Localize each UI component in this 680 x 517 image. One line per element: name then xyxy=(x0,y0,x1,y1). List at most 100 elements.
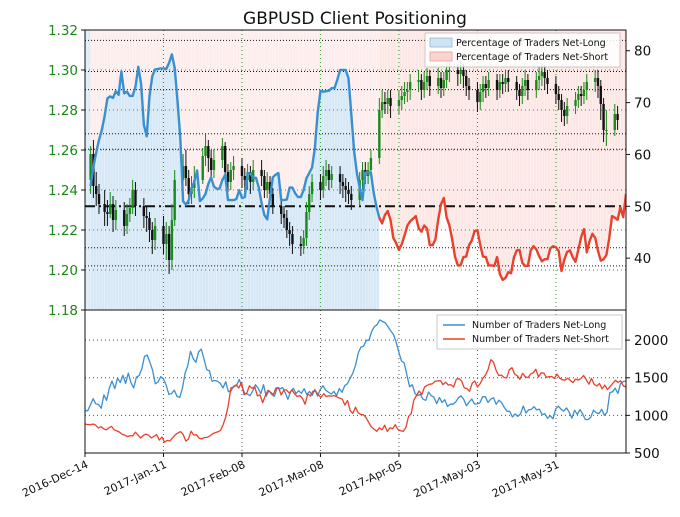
price-candle-body xyxy=(386,98,389,104)
price-candle-body xyxy=(268,182,272,194)
price-candle-body xyxy=(495,80,499,90)
price-candle-body xyxy=(226,172,230,182)
price-candle-body xyxy=(260,170,263,176)
price-candle-body xyxy=(324,170,328,176)
price-candle-body xyxy=(456,70,460,74)
price-candle-body xyxy=(574,100,577,106)
price-candle-body xyxy=(221,146,224,160)
price-candle-body xyxy=(599,86,602,104)
trader-count-lines xyxy=(85,319,626,443)
net-long-count-line xyxy=(85,319,626,421)
legend-label-net-long-count: Number of Traders Net-Long xyxy=(472,320,606,331)
price-candle-body xyxy=(442,80,445,88)
price-candle-body xyxy=(501,82,504,84)
price-candle-body xyxy=(344,186,347,190)
price-candle-body xyxy=(577,94,580,100)
price-candle-body xyxy=(476,90,479,102)
bottom-legend: Number of Traders Net-Long Number of Tra… xyxy=(436,314,623,350)
net-short-area-early xyxy=(90,30,380,220)
price-candle-body xyxy=(249,172,252,182)
price-candle-body xyxy=(546,78,549,84)
price-candle-body xyxy=(408,82,412,90)
price-candle-body xyxy=(487,80,490,88)
price-candle-body xyxy=(481,84,485,92)
net-short-count-line xyxy=(85,359,626,443)
price-candle-body xyxy=(330,174,333,180)
price-tick-label: 1.30 xyxy=(48,63,78,79)
price-candle-body xyxy=(400,96,403,100)
net-short-percentage-line xyxy=(378,193,626,282)
price-candle-body xyxy=(106,212,109,214)
percent-tick-label: 40 xyxy=(634,251,651,267)
price-candle-body xyxy=(498,82,502,90)
price-candle-body xyxy=(445,70,448,80)
price-candle-body xyxy=(515,82,518,90)
price-candle-body xyxy=(299,244,303,246)
price-candle-body xyxy=(616,114,619,120)
price-candle-body xyxy=(484,84,488,88)
legend-label-net-long-pct: Percentage of Traders Net-Long xyxy=(456,38,606,49)
price-candle-body xyxy=(142,206,146,216)
price-candle-body xyxy=(109,204,112,214)
price-candle-body xyxy=(338,174,342,182)
price-candle-body xyxy=(266,182,269,190)
price-candle-body xyxy=(123,210,126,226)
price-candle-body xyxy=(97,194,101,204)
price-candle-body xyxy=(212,160,216,170)
price-candle-body xyxy=(462,70,465,76)
count-tick-label: 1500 xyxy=(634,371,668,387)
price-candle-body xyxy=(103,204,106,212)
price-candle-body xyxy=(308,194,311,212)
price-candle-body xyxy=(151,230,154,240)
net-long-area xyxy=(90,54,380,310)
percent-tick-label: 60 xyxy=(634,147,651,163)
net-long-percentage-line xyxy=(89,53,381,221)
price-candle-body xyxy=(523,80,527,86)
price-candle-body xyxy=(596,78,600,86)
price-tick-label: 1.18 xyxy=(48,303,78,319)
percent-axis-ticks: 40 50 60 70 80 xyxy=(626,44,651,267)
price-candle-body xyxy=(428,76,431,86)
price-candle-body xyxy=(467,86,471,90)
price-tick-label: 1.22 xyxy=(48,223,78,239)
price-candle-body xyxy=(322,176,325,190)
price-candle-body xyxy=(319,182,322,190)
price-candle-body xyxy=(302,238,305,246)
price-candle-body xyxy=(593,78,597,82)
price-candle-body xyxy=(563,110,566,116)
price-candle-body xyxy=(305,212,308,238)
price-candle-body xyxy=(403,92,406,96)
price-candle-body xyxy=(521,86,524,96)
price-candle-body xyxy=(181,166,185,180)
price-candle-body xyxy=(380,102,384,110)
legend-swatch-net-short-pct xyxy=(429,51,453,62)
count-tick-label: 2000 xyxy=(634,333,668,349)
price-candle-body xyxy=(134,190,137,206)
legend-label-net-short-count: Number of Traders Net-Short xyxy=(472,334,609,345)
price-candle-body xyxy=(448,70,451,71)
price-candle-body xyxy=(229,170,232,182)
price-candle-body xyxy=(540,72,544,76)
price-candle-body xyxy=(280,206,283,214)
price-candle-body xyxy=(378,110,381,158)
price-candle-body xyxy=(554,84,558,94)
price-candle-body xyxy=(582,90,586,96)
price-candle-body xyxy=(465,76,468,86)
top-legend: Percentage of Traders Net-Long Percentag… xyxy=(424,32,621,68)
price-candle-body xyxy=(201,156,204,180)
trader-count-panel: 500 1000 1500 2000 Number of Traders Net-Lo… xyxy=(84,309,668,462)
price-candle-body xyxy=(420,80,423,90)
price-tick-label: 1.32 xyxy=(48,23,78,39)
price-tick-label: 1.28 xyxy=(48,103,78,119)
price-candle-body xyxy=(310,182,314,194)
price-candle-body xyxy=(153,226,157,240)
price-candle-body xyxy=(145,216,148,218)
price-candle-body xyxy=(125,214,129,226)
price-tick-label: 1.20 xyxy=(48,263,78,279)
price-candle-body xyxy=(89,154,92,180)
price-candle-body xyxy=(167,234,171,260)
price-candle-body xyxy=(165,234,168,244)
price-candle-body xyxy=(361,170,364,180)
price-candle-body xyxy=(162,226,165,244)
price-candle-body xyxy=(271,194,275,206)
